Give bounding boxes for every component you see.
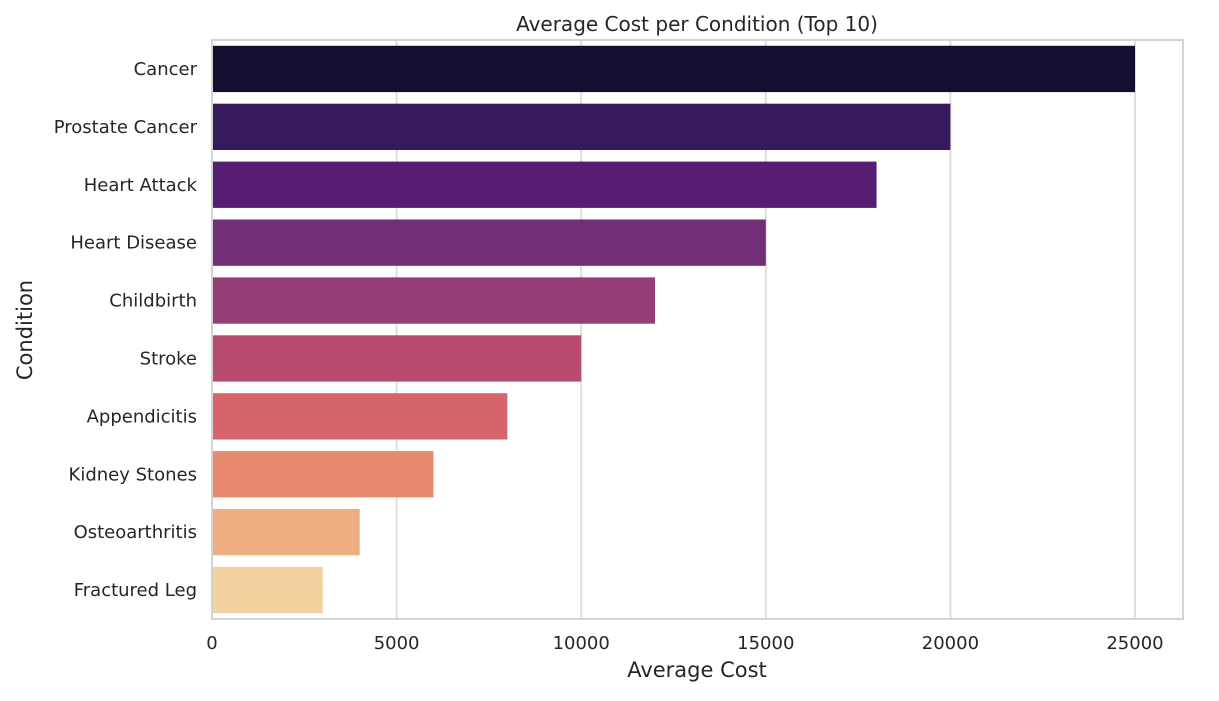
category-label: Osteoarthritis (74, 522, 197, 543)
y-axis-label: Condition (13, 280, 37, 380)
category-label: Childbirth (109, 291, 197, 312)
x-axis-ticks: 0 5000 10000 15000 20000 25000 (206, 633, 1163, 654)
category-label: Fractured Leg (74, 580, 197, 601)
category-label: Heart Attack (84, 175, 198, 196)
bar (212, 45, 1136, 93)
category-label: Stroke (140, 348, 197, 369)
bar (212, 277, 656, 324)
x-axis-label: Average Cost (627, 658, 767, 682)
category-label: Cancer (134, 59, 198, 80)
plot-frame (211, 39, 1184, 620)
bar (212, 335, 582, 382)
bar (212, 566, 323, 614)
category-label: Prostate Cancer (54, 117, 198, 138)
x-tick-label: 25000 (1106, 633, 1163, 654)
x-tick-label: 5000 (374, 633, 420, 654)
chart-title: Average Cost per Condition (Top 10) (516, 12, 878, 36)
bar (212, 219, 766, 266)
y-axis-ticks: Cancer Prostate Cancer Heart Attack Heart D… (54, 59, 198, 601)
bar (212, 161, 877, 208)
category-label: Heart Disease (70, 233, 197, 254)
category-label: Kidney Stones (69, 464, 197, 485)
bars (212, 45, 1136, 614)
x-tick-label: 10000 (553, 633, 610, 654)
bar (212, 393, 508, 440)
x-tick-label: 15000 (737, 633, 794, 654)
bar (212, 451, 434, 498)
x-tick-label: 20000 (922, 633, 979, 654)
category-label: Appendicitis (87, 406, 197, 427)
bar (212, 103, 951, 151)
bar (212, 508, 360, 556)
x-tick-label: 0 (206, 633, 217, 654)
